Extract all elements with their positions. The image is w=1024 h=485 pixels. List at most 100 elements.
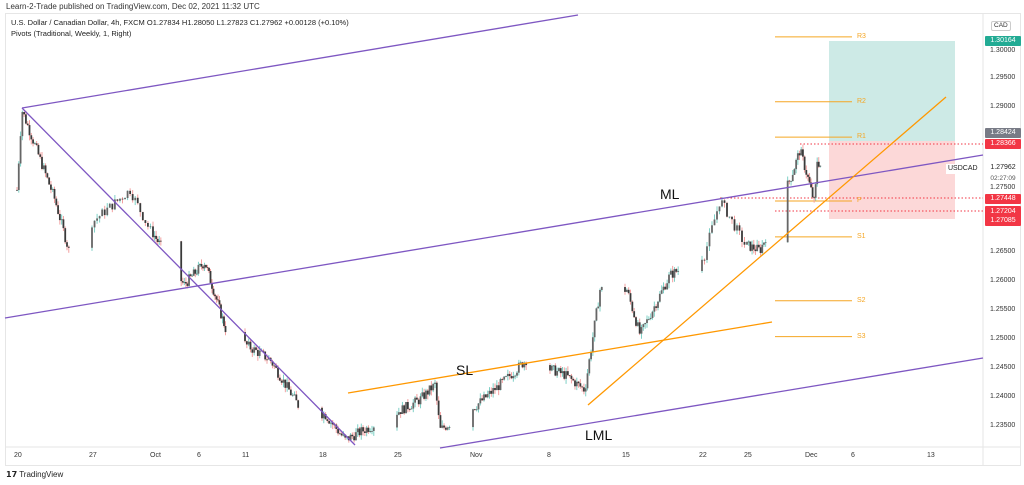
candle-body bbox=[808, 176, 811, 183]
time-tick: 22 bbox=[699, 452, 707, 459]
candle-body bbox=[183, 282, 186, 283]
currency-label[interactable]: CAD bbox=[991, 21, 1011, 31]
candle-body bbox=[627, 289, 630, 294]
pitchfork-handle-line[interactable] bbox=[21, 107, 356, 446]
candle-body bbox=[42, 165, 45, 169]
candle-body bbox=[321, 407, 323, 419]
rising-trendline[interactable] bbox=[587, 96, 947, 406]
candle-body bbox=[291, 394, 294, 396]
candle-body bbox=[501, 379, 504, 380]
candle-body bbox=[505, 376, 507, 377]
time-tick: 13 bbox=[927, 452, 935, 459]
candle-body bbox=[35, 143, 38, 145]
candle-body bbox=[516, 372, 518, 376]
candle-body bbox=[796, 153, 799, 160]
candle-body bbox=[189, 274, 192, 276]
candle-body bbox=[593, 320, 596, 338]
candle-body bbox=[503, 376, 506, 380]
candle-body bbox=[472, 409, 474, 428]
candle-body bbox=[423, 392, 426, 399]
stop-zone[interactable] bbox=[829, 141, 955, 219]
candle-body bbox=[410, 408, 413, 410]
lml-label: LML bbox=[585, 427, 613, 443]
candle-body bbox=[651, 311, 654, 318]
candle-body bbox=[473, 409, 476, 411]
candle-body bbox=[21, 112, 24, 137]
level2-price-label: 1.27204 1.27085 bbox=[985, 206, 1021, 226]
candle-body bbox=[403, 405, 406, 414]
candle-body bbox=[363, 431, 366, 433]
candle-body bbox=[706, 246, 708, 260]
time-tick: 8 bbox=[547, 452, 551, 459]
candle-body bbox=[405, 402, 407, 414]
candle-body bbox=[101, 209, 104, 217]
price-tick: 1.26000 bbox=[990, 277, 1016, 284]
symbol-ohlc: U.S. Dollar / Canadian Dollar, 4h, FXCM … bbox=[11, 18, 349, 27]
candle-body bbox=[658, 293, 661, 302]
candle-body bbox=[759, 247, 762, 253]
candle-body bbox=[401, 405, 404, 414]
candle-body bbox=[550, 365, 553, 371]
candle-body bbox=[152, 226, 154, 238]
candle-body bbox=[746, 241, 748, 245]
candle-body bbox=[708, 232, 711, 247]
candle-body bbox=[264, 351, 267, 360]
median-line[interactable] bbox=[4, 154, 984, 319]
lower-median-line[interactable] bbox=[439, 357, 984, 449]
candle-body bbox=[199, 263, 201, 265]
candle-body bbox=[497, 385, 500, 391]
candle-body bbox=[57, 205, 59, 214]
candle-body bbox=[159, 240, 162, 242]
candle-body bbox=[653, 306, 656, 312]
candle-body bbox=[483, 394, 485, 401]
candle-body bbox=[330, 422, 332, 424]
candle-body bbox=[340, 433, 343, 436]
pitchfork-upper-line[interactable] bbox=[21, 14, 579, 109]
candle-body bbox=[756, 244, 759, 252]
candle-body bbox=[215, 296, 218, 300]
candle-body bbox=[443, 425, 445, 428]
candle-body bbox=[26, 123, 29, 126]
candle-body bbox=[484, 394, 487, 398]
candle-body bbox=[733, 219, 736, 231]
candle-body bbox=[60, 219, 63, 221]
candle-body bbox=[791, 174, 794, 181]
candle-body bbox=[669, 270, 672, 275]
bar-countdown: 02:27:09 bbox=[990, 175, 1016, 182]
candle-body bbox=[139, 203, 142, 213]
candle-body bbox=[633, 311, 636, 318]
candle-body bbox=[202, 266, 204, 269]
candle-body bbox=[790, 180, 792, 182]
candle-body bbox=[664, 286, 667, 290]
candle-body bbox=[297, 400, 300, 408]
tradingview-logo[interactable]: 𝟭𝟳 TradingView bbox=[6, 470, 64, 479]
candle-body bbox=[206, 267, 209, 269]
candle-body bbox=[32, 139, 34, 144]
pivot-label-r1: R1 bbox=[857, 133, 866, 141]
candle-body bbox=[371, 430, 373, 432]
candle-body bbox=[205, 264, 207, 268]
candle-body bbox=[245, 341, 248, 345]
candle-body bbox=[266, 359, 268, 361]
candle-body bbox=[293, 394, 296, 396]
candle-body bbox=[590, 352, 592, 360]
candle-body bbox=[67, 246, 70, 248]
candle-body bbox=[214, 294, 216, 297]
sl-trendline[interactable] bbox=[347, 321, 773, 394]
candle-body bbox=[703, 259, 706, 261]
candles bbox=[16, 110, 822, 443]
candle-body bbox=[224, 325, 227, 333]
candle-body bbox=[416, 397, 418, 400]
candle-body bbox=[116, 199, 119, 201]
candle-body bbox=[358, 428, 361, 436]
candle-body bbox=[203, 264, 206, 269]
target-zone[interactable] bbox=[829, 41, 955, 141]
candle-body bbox=[575, 381, 578, 387]
candle-body bbox=[802, 149, 804, 157]
candle-body bbox=[209, 271, 212, 283]
candle-body bbox=[113, 199, 116, 210]
candle-body bbox=[365, 427, 368, 433]
candle-body bbox=[701, 259, 703, 272]
indicator-label[interactable]: Pivots (Traditional, Weekly, 1, Right) bbox=[11, 29, 132, 38]
